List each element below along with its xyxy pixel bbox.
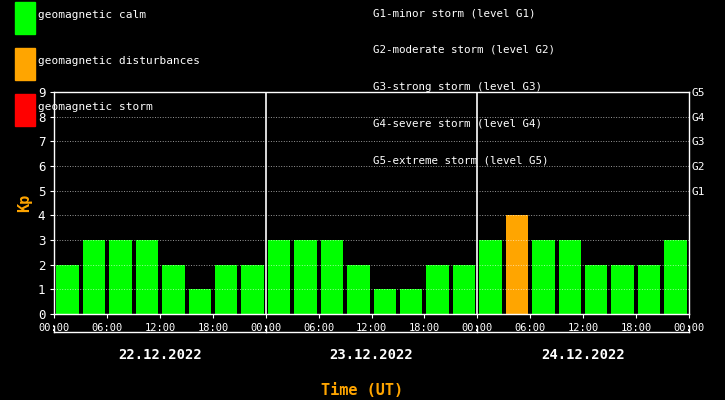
Bar (241, 265, 264, 314)
Bar (268, 240, 290, 314)
Text: Time (UT): Time (UT) (321, 383, 404, 398)
Text: G3-strong storm (level G3): G3-strong storm (level G3) (373, 82, 542, 92)
Bar (83, 240, 105, 314)
Bar (294, 240, 317, 314)
Bar (162, 265, 185, 314)
Bar (215, 265, 237, 314)
Bar (188, 289, 211, 314)
Bar (532, 240, 555, 314)
Bar (426, 265, 449, 314)
Bar (611, 265, 634, 314)
Text: G2-moderate storm (level G2): G2-moderate storm (level G2) (373, 45, 555, 55)
Text: 23.12.2022: 23.12.2022 (330, 348, 413, 362)
Text: G4-severe storm (level G4): G4-severe storm (level G4) (373, 118, 542, 128)
Bar (638, 265, 660, 314)
Bar (400, 289, 423, 314)
Text: G1-minor storm (level G1): G1-minor storm (level G1) (373, 8, 536, 18)
Text: geomagnetic storm: geomagnetic storm (38, 102, 153, 112)
Text: G5-extreme storm (level G5): G5-extreme storm (level G5) (373, 155, 549, 165)
Bar (506, 215, 529, 314)
Text: geomagnetic disturbances: geomagnetic disturbances (38, 56, 200, 66)
Bar (373, 289, 396, 314)
Bar (136, 240, 158, 314)
Text: 24.12.2022: 24.12.2022 (541, 348, 625, 362)
Bar (109, 240, 132, 314)
Bar (479, 240, 502, 314)
Bar (664, 240, 687, 314)
Bar (558, 240, 581, 314)
Bar (453, 265, 476, 314)
Bar (347, 265, 370, 314)
Bar (320, 240, 343, 314)
Y-axis label: Kp: Kp (17, 194, 33, 212)
Text: 22.12.2022: 22.12.2022 (118, 348, 202, 362)
Bar (585, 265, 608, 314)
Bar (57, 265, 79, 314)
Text: geomagnetic calm: geomagnetic calm (38, 10, 146, 20)
